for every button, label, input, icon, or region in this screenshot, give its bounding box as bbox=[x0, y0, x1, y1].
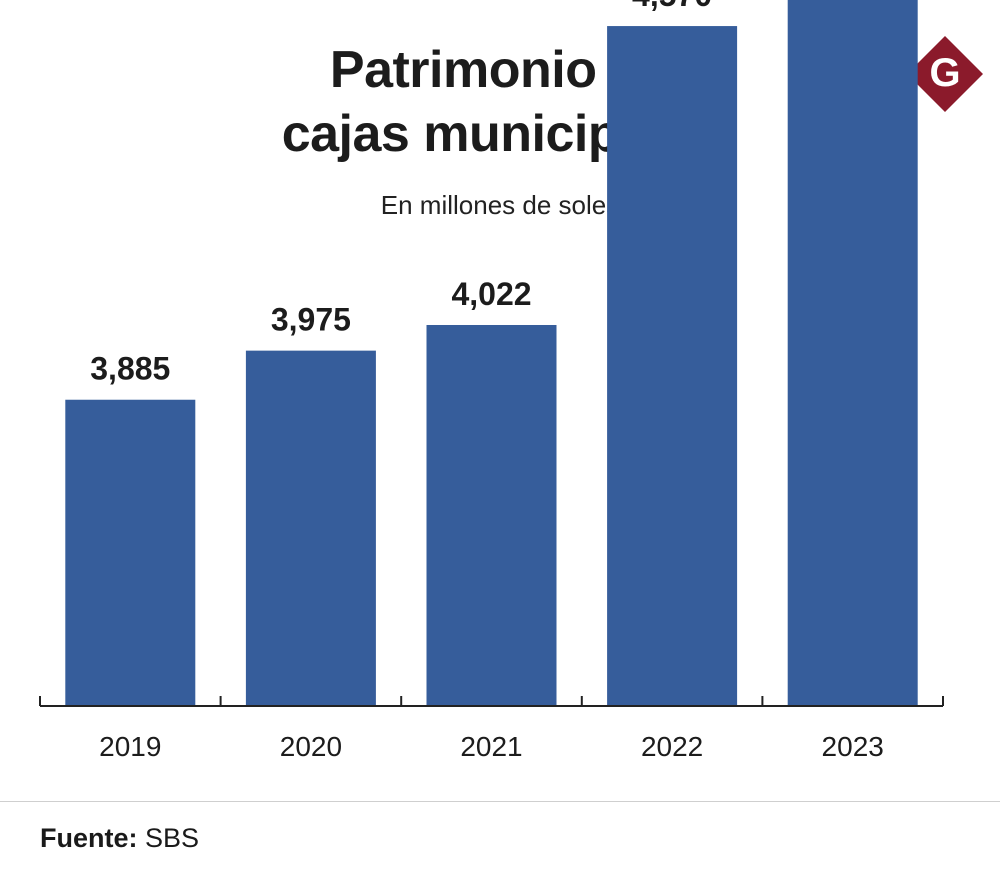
footer-divider bbox=[0, 801, 1000, 802]
data-label-2021: 4,022 bbox=[451, 276, 531, 312]
bar-chart: 3,88520193,97520204,02220214,57020224,63… bbox=[39, 0, 944, 762]
bar-2021 bbox=[426, 324, 557, 706]
x-tick-label-2021: 2021 bbox=[460, 731, 522, 762]
brand-g-logo-icon: G bbox=[907, 36, 983, 112]
x-tick-label-2023: 2023 bbox=[822, 731, 884, 762]
logo-letter: G bbox=[929, 51, 960, 95]
bar-2023 bbox=[787, 0, 918, 706]
source-value: SBS bbox=[145, 823, 200, 853]
source-note: Fuente: SBS bbox=[40, 823, 199, 854]
bar-2020 bbox=[245, 350, 376, 706]
data-label-2019: 3,885 bbox=[90, 351, 170, 387]
data-label-2022: 4,570 bbox=[632, 0, 712, 13]
bar-2022 bbox=[607, 26, 738, 706]
bar-2019 bbox=[65, 399, 196, 706]
x-tick-label-2019: 2019 bbox=[99, 731, 161, 762]
chart-subtitle: En millones de soles bbox=[380, 190, 620, 220]
data-label-2020: 3,975 bbox=[271, 302, 351, 338]
x-tick-label-2020: 2020 bbox=[280, 731, 342, 762]
x-tick-label-2022: 2022 bbox=[641, 731, 703, 762]
source-label: Fuente: bbox=[40, 823, 138, 853]
